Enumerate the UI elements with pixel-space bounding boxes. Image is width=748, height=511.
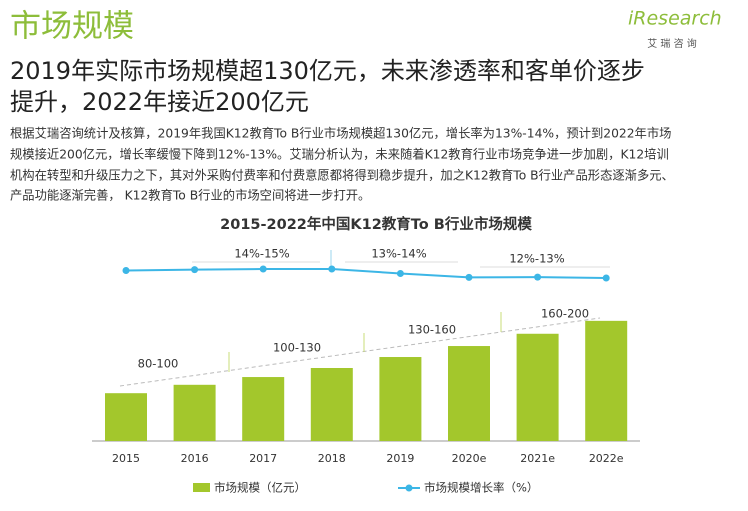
range-label: 160-200 — [541, 307, 589, 321]
bar — [173, 384, 216, 441]
x-tick-label: 2015 — [112, 452, 140, 465]
bar — [242, 377, 285, 441]
bar — [310, 368, 353, 441]
paragraph: 根据艾瑞咨询统计及核算，2019年我国K12教育To B行业市场规模超130亿元… — [10, 126, 671, 141]
bar — [516, 333, 559, 441]
legend-swatch — [405, 484, 413, 492]
x-tick-label: 2022e — [589, 452, 624, 465]
growth-point — [602, 274, 610, 282]
bar — [585, 320, 628, 441]
chart-title: 2015-2022年中国K12教育To B行业市场规模 — [220, 215, 532, 233]
headline: 2019年实际市场规模超130亿元，未来渗透率和客单价逐步 — [10, 57, 645, 85]
growth-line — [125, 268, 607, 279]
logo: iResearch — [628, 8, 722, 30]
x-tick-label: 2021e — [520, 452, 555, 465]
growth-point — [396, 270, 404, 277]
growth-point — [534, 273, 542, 281]
growth-point — [122, 267, 130, 274]
x-tick-label: 2017 — [249, 452, 277, 465]
growth-label: 13%-14% — [371, 247, 426, 261]
range-label: 130-160 — [408, 323, 456, 337]
growth-label: 14%-15% — [234, 247, 289, 261]
growth-point — [191, 266, 199, 274]
legend-swatch — [193, 483, 210, 492]
growth-point — [259, 265, 267, 273]
growth-label: 12%-13% — [509, 252, 564, 266]
paragraph: 规模接近200亿元，增长率缓慢下降到12%-13%。艾瑞分析认为，未来随着K12… — [10, 147, 669, 162]
legend-label: 市场规模增长率（%） — [424, 481, 538, 495]
growth-point — [465, 273, 473, 281]
growth-point — [328, 265, 336, 273]
x-tick-label: 2020e — [452, 452, 487, 465]
bar — [448, 346, 490, 441]
headline: 提升，2022年接近200亿元 — [10, 88, 309, 116]
range-label: 100-130 — [273, 341, 321, 355]
paragraph: 产品功能逐渐完善， K12教育To B行业的市场空间将进一步打开。 — [10, 188, 370, 203]
legend-label: 市场规模（亿元） — [214, 481, 306, 495]
x-tick-label: 2018 — [318, 452, 346, 465]
bar — [105, 393, 147, 441]
x-tick-label: 2016 — [181, 452, 209, 465]
logo-sub: 艾 瑞 咨 询 — [647, 37, 697, 50]
paragraph: 机构在转型和升级压力之下，其对外采购付费率和付费意愿都将得到稳步提升，加之K12… — [10, 168, 674, 183]
range-label: 80-100 — [138, 357, 179, 371]
x-tick-label: 2019 — [386, 452, 414, 465]
page-title: 市场规模 — [10, 9, 134, 45]
trend-line — [119, 317, 601, 387]
bar — [379, 357, 422, 441]
